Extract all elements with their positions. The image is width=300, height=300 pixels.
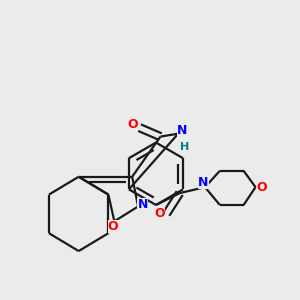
- Text: N: N: [137, 199, 148, 212]
- Text: O: O: [154, 207, 165, 220]
- Text: N: N: [177, 124, 187, 137]
- Text: N: N: [198, 176, 209, 189]
- Text: H: H: [180, 142, 189, 152]
- Text: O: O: [107, 220, 118, 233]
- Text: O: O: [257, 181, 267, 194]
- Text: O: O: [128, 118, 138, 131]
